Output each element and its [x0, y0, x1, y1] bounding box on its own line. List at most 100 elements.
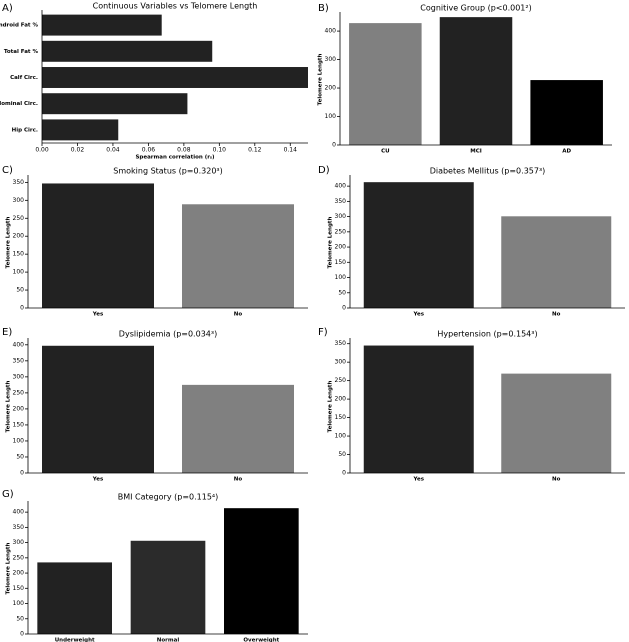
bar [224, 508, 299, 634]
y-tick-label: 300 [335, 213, 347, 220]
chart-title: Diabetes Mellitus (p=0.357³) [430, 167, 546, 176]
y-tick-label: 50 [338, 451, 346, 458]
y-tick-label: 400 [13, 341, 25, 348]
chart-title: Continuous Variables vs Telomere Length [93, 2, 258, 11]
y-tick-label: 150 [13, 585, 25, 592]
bar [130, 540, 206, 634]
bar [363, 345, 474, 473]
y-tick-label: 100 [335, 274, 347, 281]
bar [439, 17, 513, 146]
y-tick-label: 250 [335, 228, 347, 235]
x-tick-label: MCI [470, 149, 482, 155]
bar [37, 562, 113, 634]
y-tick-label: 150 [335, 414, 347, 421]
y-tick-label: 350 [13, 179, 25, 186]
y-tick-label: 250 [13, 389, 25, 396]
y-tick-label: 0 [342, 305, 346, 312]
bar [42, 93, 188, 115]
y-tick-label: 350 [335, 340, 347, 347]
x-tick-label: No [552, 312, 561, 318]
panel-label: G) [2, 489, 14, 500]
y-tick-label: 50 [16, 615, 24, 622]
x-tick-label: 0.02 [71, 147, 85, 154]
bar [349, 23, 422, 145]
x-tick-label: No [234, 312, 243, 318]
chart-title: BMI Category (p=0.115⁴) [118, 493, 219, 502]
y-tick-label: 300 [335, 359, 347, 366]
y-tick-label: 100 [13, 600, 25, 607]
y-tick-label: 100 [325, 113, 337, 120]
bar [530, 80, 603, 145]
y-tick-label: 150 [13, 421, 25, 428]
x-tick-label: 0.08 [177, 147, 191, 154]
y-tick-label: 200 [13, 233, 25, 240]
bar [42, 14, 162, 36]
x-tick-label: No [234, 477, 243, 483]
x-tick-label: 0.04 [106, 147, 120, 154]
x-tick-label: Overweight [243, 638, 279, 642]
y-tick-label: 250 [13, 554, 25, 561]
y-tick-label: 150 [13, 251, 25, 258]
y-tick-label: Total Fat % [4, 49, 39, 55]
y-tick-label: 350 [13, 524, 25, 531]
y-tick-label: 400 [335, 183, 347, 190]
y-axis-label: Telomere Length [318, 53, 324, 105]
x-tick-label: 0.14 [284, 147, 298, 154]
y-tick-label: 0 [20, 470, 24, 477]
y-axis-label: Telomere Length [328, 380, 334, 432]
x-tick-label: Yes [413, 477, 425, 483]
panel-label: E) [2, 327, 12, 338]
panel-label: B) [318, 3, 329, 14]
chart-title: Cognitive Group (p<0.001²) [420, 4, 531, 13]
bar [501, 216, 612, 308]
x-tick-label: Yes [92, 477, 104, 483]
y-tick-label: 300 [13, 373, 25, 380]
y-tick-label: 200 [13, 405, 25, 412]
x-tick-label: Yes [413, 312, 425, 318]
panel-label: A) [2, 3, 13, 14]
x-tick-label: AD [562, 149, 571, 155]
bar [42, 67, 308, 88]
bar [501, 373, 612, 473]
y-tick-label: 50 [16, 287, 24, 294]
y-tick-label: 100 [13, 269, 25, 276]
y-tick-label: 400 [13, 509, 25, 516]
y-tick-label: Calf Circ. [10, 75, 38, 81]
panel-label: C) [2, 165, 13, 176]
x-tick-label: No [552, 477, 561, 483]
y-tick-label: 350 [335, 198, 347, 205]
y-tick-label: 300 [13, 197, 25, 204]
y-tick-label: 400 [325, 28, 337, 35]
y-tick-label: 200 [335, 396, 347, 403]
x-axis-label: Spearman correlation (rₛ) [135, 155, 215, 161]
y-tick-label: 100 [335, 433, 347, 440]
panel-label: F) [318, 327, 328, 338]
y-tick-label: 150 [335, 259, 347, 266]
y-tick-label: 300 [325, 56, 337, 63]
chart-title: Dyslipidemia (p=0.034³) [119, 330, 217, 339]
y-axis-label: Telomere Length [6, 542, 12, 594]
y-tick-label: 0 [20, 305, 24, 312]
panel-label: D) [318, 165, 330, 176]
y-tick-label: Abdominal Circ. [0, 101, 38, 107]
y-axis-label: Telomere Length [328, 216, 334, 268]
chart-title: Hypertension (p=0.154³) [437, 330, 537, 339]
y-tick-label: Android Fat % [0, 23, 38, 29]
x-tick-label: Underweight [55, 638, 95, 642]
x-tick-label: CU [381, 149, 390, 155]
x-tick-label: 0.12 [248, 147, 262, 154]
x-tick-label: Yes [92, 312, 104, 318]
y-axis-label: Telomere Length [6, 216, 12, 268]
bar [363, 182, 474, 308]
bar [42, 40, 213, 62]
y-tick-label: 200 [325, 85, 337, 92]
bar [42, 345, 154, 473]
chart-title: Smoking Status (p=0.320³) [113, 167, 222, 176]
y-tick-label: 0 [332, 142, 336, 149]
y-tick-label: 0 [20, 631, 24, 638]
bar [42, 183, 154, 308]
y-tick-label: 0 [342, 470, 346, 477]
y-tick-label: 50 [16, 453, 24, 460]
x-tick-label: 0.00 [35, 147, 49, 154]
